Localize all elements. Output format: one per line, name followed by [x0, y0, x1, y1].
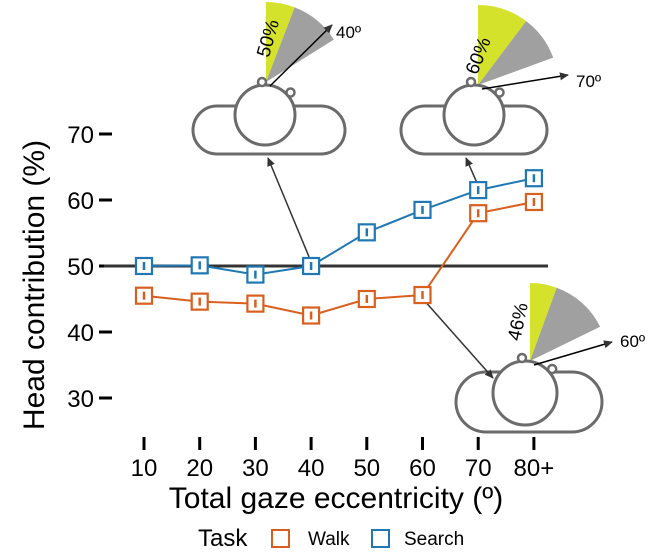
y-tick-label: 40 — [67, 320, 94, 347]
x-tick-label: 20 — [186, 455, 213, 482]
x-tick-label: 40 — [298, 455, 325, 482]
series-line-search — [143, 177, 535, 276]
callout-arrow — [465, 157, 477, 182]
nose-marker — [256, 76, 268, 88]
head-contribution-wedge — [266, 2, 295, 82]
y-tick-label: 70 — [67, 122, 94, 149]
gaze-illustration-3: 60º 46% — [454, 283, 645, 434]
nose-marker — [465, 76, 477, 88]
nose-marker — [516, 352, 528, 364]
legend-swatch-walk — [271, 529, 290, 548]
x-tick-label: 70 — [465, 455, 492, 482]
head-share-label: 46% — [504, 301, 532, 343]
callout-arrow — [425, 302, 494, 379]
series-line-walk — [143, 200, 535, 317]
x-tick-label: 60 — [409, 455, 436, 482]
eye-marker — [494, 87, 505, 98]
gaze-direction-arrow — [269, 24, 333, 87]
x-tick-label: 50 — [353, 455, 380, 482]
eye-contribution-wedge — [266, 7, 334, 82]
callout-arrow — [267, 157, 310, 258]
eye-contribution-wedge — [478, 21, 554, 85]
gaze-direction-arrow — [533, 340, 613, 366]
gaze-direction-arrow — [481, 72, 569, 90]
head-contribution-wedge — [530, 283, 557, 361]
legend-label-walk: Walk — [308, 529, 350, 550]
head-contribution-wedge — [478, 5, 527, 85]
y-tick-label: 30 — [67, 386, 94, 413]
legend-title: Task — [198, 525, 248, 552]
y-tick-label: 60 — [67, 188, 94, 215]
legend-swatch-search — [371, 529, 390, 548]
gaze-angle-label: 70º — [576, 72, 601, 91]
eye-marker — [546, 363, 558, 375]
eye-marker — [285, 87, 296, 98]
x-tick-label: 10 — [131, 455, 158, 482]
y-tick-label: 50 — [67, 254, 94, 281]
x-tick-label: 30 — [242, 455, 269, 482]
gaze-angle-label: 60º — [620, 332, 645, 351]
x-axis-title: Total gaze eccentricity (º) — [169, 482, 503, 515]
eye-contribution-wedge — [530, 287, 601, 361]
gaze-angle-label: 40º — [336, 23, 361, 42]
x-tick-label: 80+ — [514, 455, 555, 482]
y-axis-title: Head contribution (%) — [18, 140, 51, 430]
legend-label-search: Search — [404, 529, 464, 550]
